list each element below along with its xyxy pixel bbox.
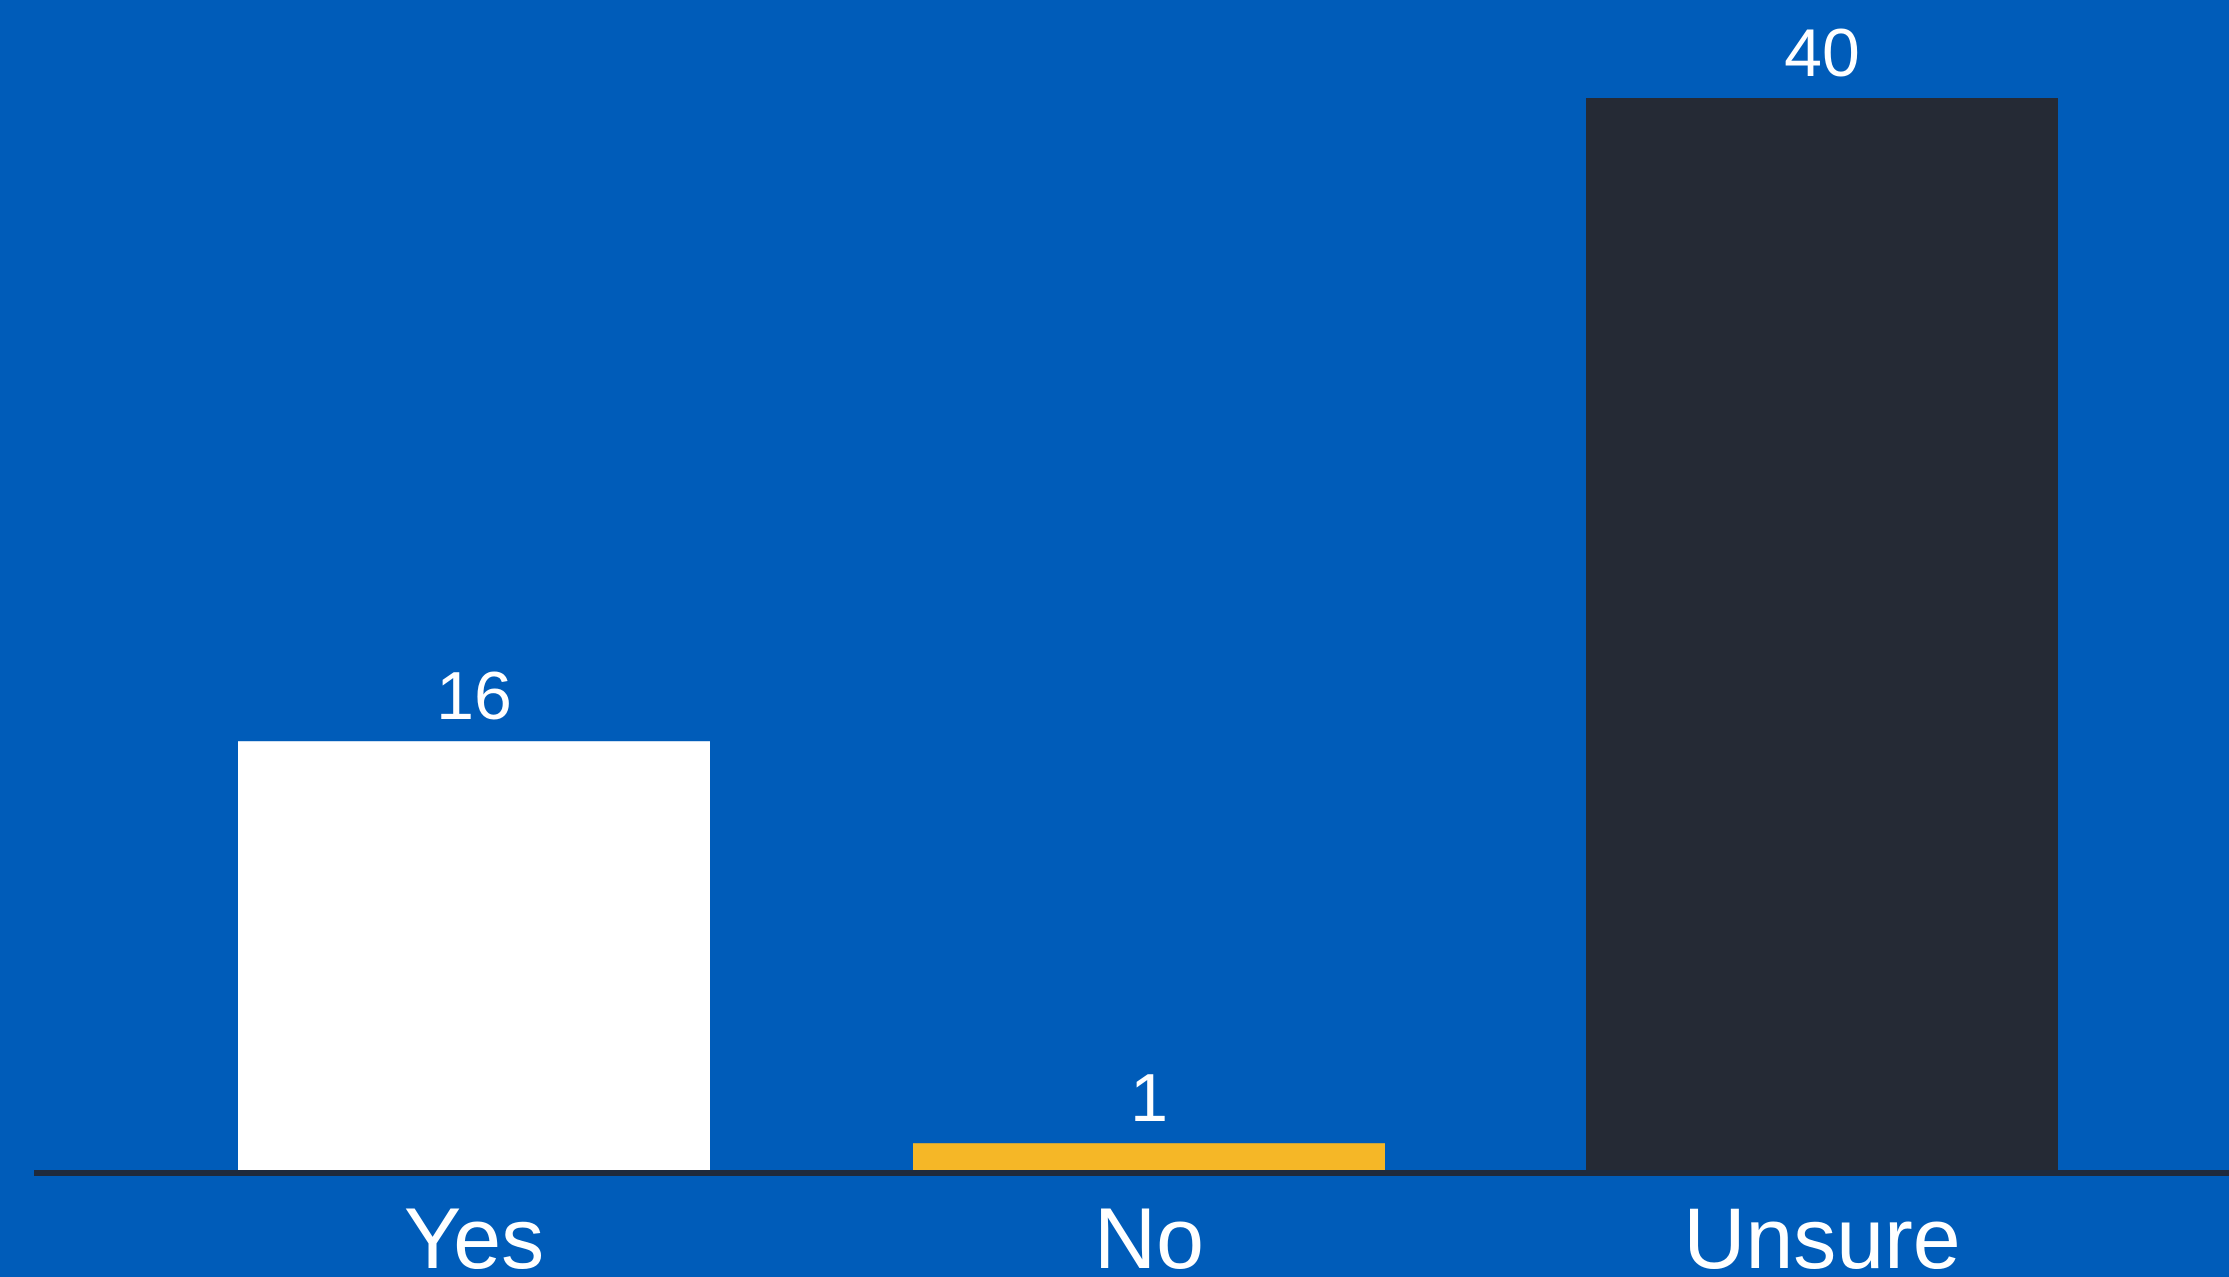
category-label-no: No [1094,1191,1204,1277]
bar-no [913,1143,1385,1170]
category-labels-group: Yes No Unsure [404,1191,1961,1277]
bars-group [238,98,2058,1170]
value-label-unsure: 40 [1784,15,1860,91]
category-label-yes: Yes [404,1191,544,1277]
bar-yes [238,741,710,1170]
value-labels-group: 16 1 40 [436,15,1860,1136]
value-label-no: 1 [1130,1060,1168,1136]
value-label-yes: 16 [436,658,512,734]
bar-unsure [1586,98,2058,1170]
category-label-unsure: Unsure [1683,1191,1960,1277]
